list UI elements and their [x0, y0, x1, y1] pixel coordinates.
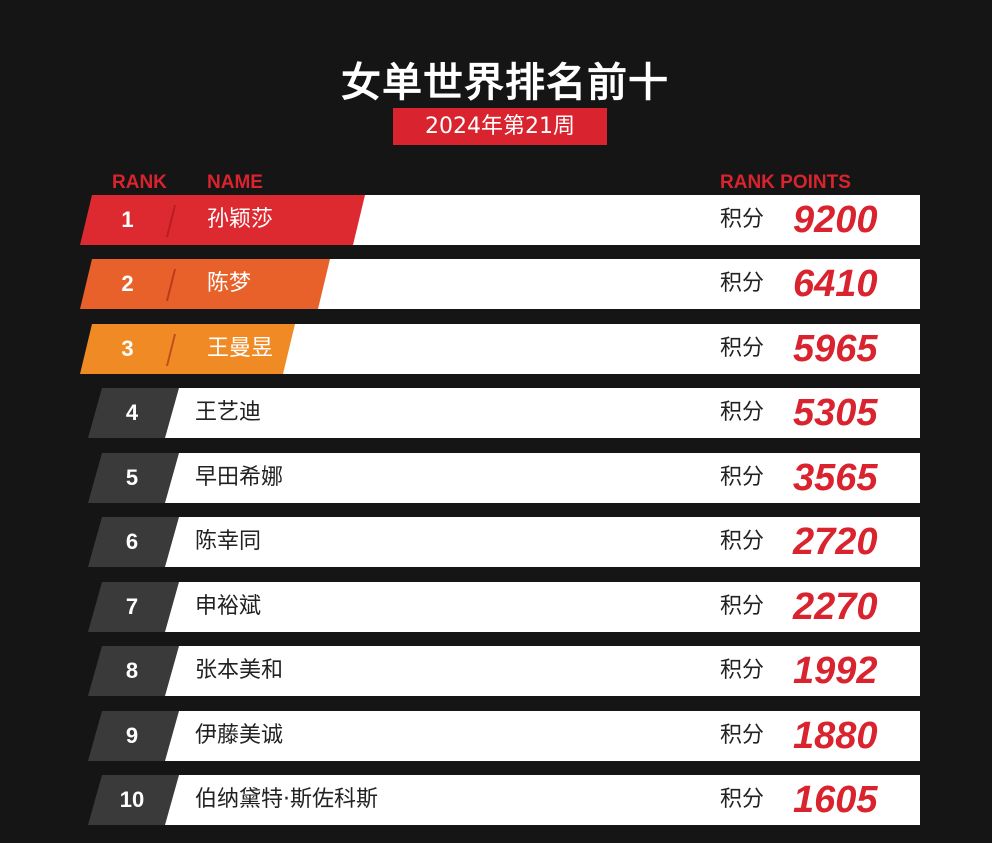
rank-tag [80, 259, 330, 309]
ranking-row: 10 伯纳黛特·斯佐科斯 积分 1605 [80, 775, 920, 825]
player-name: 申裕斌 [195, 594, 262, 619]
points-label: 积分 [720, 465, 765, 490]
row-background [165, 517, 920, 567]
row-background [165, 711, 920, 761]
points-value: 1605 [793, 779, 878, 821]
rank-number: 9 [125, 723, 139, 748]
points-value: 3565 [793, 457, 878, 499]
points-label: 积分 [720, 723, 765, 748]
rank-number: 1 [121, 207, 134, 232]
points-value: 6410 [793, 263, 878, 305]
rank-number: 2 [121, 271, 134, 296]
ranking-row: 3 王曼昱 积分 5965 [80, 324, 920, 374]
player-name: 伊藤美诚 [195, 723, 284, 748]
player-name: 孙颖莎 [207, 207, 274, 232]
rank-number: 3 [121, 336, 134, 361]
points-value: 5965 [793, 328, 878, 370]
page-title: 女单世界排名前十 [341, 60, 669, 106]
points-label: 积分 [720, 594, 765, 619]
ranking-row: 1 孙颖莎 积分 9200 [80, 195, 920, 245]
row-background [335, 195, 920, 245]
ranking-row: 7 申裕斌 积分 2270 [80, 582, 920, 632]
player-name: 王艺迪 [195, 400, 262, 425]
player-name: 王曼昱 [207, 336, 274, 361]
row-background [265, 324, 920, 374]
points-label: 积分 [720, 271, 765, 296]
ranking-row: 9 伊藤美诚 积分 1880 [80, 711, 920, 761]
name-header: NAME [207, 172, 263, 193]
points-value: 5305 [793, 392, 878, 434]
points-value: 9200 [793, 199, 878, 241]
rank-number: 10 [119, 787, 145, 812]
player-name: 早田希娜 [195, 465, 284, 490]
rank-number: 5 [125, 465, 139, 490]
points-label: 积分 [720, 787, 765, 812]
row-background [165, 775, 920, 825]
ranking-row: 6 陈幸同 积分 2720 [80, 517, 920, 567]
rank-tag [80, 324, 295, 374]
points-value: 1992 [793, 650, 878, 692]
rank-number: 8 [125, 658, 139, 683]
rank-tag [80, 195, 365, 245]
row-background [165, 453, 920, 503]
rank-number: 7 [125, 594, 139, 619]
player-name: 张本美和 [195, 658, 284, 683]
player-name: 伯纳黛特·斯佐科斯 [195, 787, 378, 812]
ranking-row: 2 陈梦 积分 6410 [80, 259, 920, 309]
week-badge: 2024年第21周 [393, 108, 607, 145]
rank-number: 4 [125, 400, 139, 425]
points-label: 积分 [720, 529, 765, 554]
player-name: 陈幸同 [195, 529, 262, 554]
points-value: 1880 [793, 715, 878, 757]
points-label: 积分 [720, 207, 765, 232]
ranking-row: 8 张本美和 积分 1992 [80, 646, 920, 696]
row-background [165, 646, 920, 696]
ranking-row: 4 王艺迪 积分 5305 [80, 388, 920, 438]
rank-number: 6 [125, 529, 139, 554]
row-background [165, 582, 920, 632]
points-label: 积分 [720, 658, 765, 683]
points-header: RANK POINTS [720, 172, 851, 193]
ranking-row: 5 早田希娜 积分 3565 [80, 453, 920, 503]
points-value: 2270 [793, 586, 878, 628]
player-name: 陈梦 [207, 271, 252, 296]
points-value: 2720 [793, 521, 878, 563]
points-label: 积分 [720, 400, 765, 425]
row-background [300, 259, 920, 309]
row-background [165, 388, 920, 438]
rank-header: RANK [112, 172, 167, 193]
points-label: 积分 [720, 336, 765, 361]
